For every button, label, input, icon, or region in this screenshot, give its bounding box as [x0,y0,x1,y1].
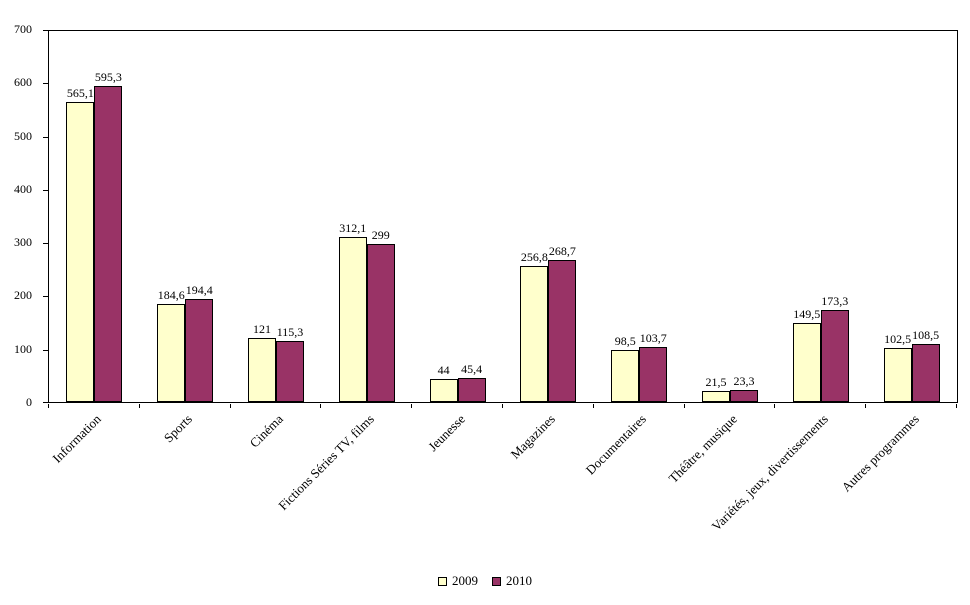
bar-2010 [820,310,849,402]
bar-value-label: 121 [252,322,271,336]
y-axis-tick-label: 500 [14,128,32,143]
bar-2010 [548,260,577,402]
bar-value-label: 115,3 [276,325,304,339]
bar-2010 [911,344,940,402]
bar-value-label: 98,5 [614,334,636,348]
bar-value-label: 565,1 [66,86,94,100]
y-axis-tick-mark [43,349,48,351]
bar-2009 [66,102,95,402]
bar-group: 256,8 268,7 [503,31,594,402]
bar-value-label: 299 [371,228,390,242]
bar-group: 312,1 299 [321,31,412,402]
x-axis-tick-mark [683,404,685,408]
legend: 2009 2010 [0,573,970,589]
bar-2010 [729,390,758,402]
legend-label: 2009 [452,573,478,588]
bar-group: 184,6 194,4 [140,31,231,402]
bar-value-label: 173,3 [821,294,849,308]
bar-2009 [792,323,821,402]
x-axis-category-label: Fictions Séries TV, films [275,411,377,513]
bar-value-label: 184,6 [157,288,185,302]
plot-area: 565,1 595,3 184,6 194,4 121 115,3 312,1 299 44 45… [48,30,958,403]
x-axis-tick-mark [320,404,322,408]
legend-entry-2010: 2010 [492,573,532,589]
bar-2009 [247,338,276,402]
legend-entry-2009: 2009 [438,573,478,589]
y-axis-tick-mark [43,189,48,191]
bar-2009 [157,304,186,402]
x-axis-tick-mark [229,404,231,408]
x-axis-tick-mark [411,404,413,408]
x-axis-category-label: Variétés, jeux, divertissements [708,411,831,534]
y-axis-tick-label: 200 [14,288,32,303]
bar-value-label: 595,3 [94,70,122,84]
x-axis-category-label: Documentaires [582,411,650,478]
bar-value-label: 268,7 [548,244,576,258]
bar-2009 [429,379,458,402]
bar-2010 [639,347,668,402]
x-axis-tick-mark [502,404,503,408]
bar-value-label: 102,5 [884,332,912,346]
bar-group: 102,5 108,5 [866,31,957,402]
bar-2010 [94,86,123,402]
y-axis-tick-label: 700 [14,22,32,36]
bar-group: 44 45,4 [412,31,503,402]
x-axis-category-label: Cinéma [246,411,286,451]
bar-2009 [611,350,640,402]
y-axis-tick-mark [43,83,48,85]
y-axis-tick-label: 0 [26,395,32,409]
bar-2009 [701,391,730,402]
x-axis-tick-mark [138,404,140,408]
bar-value-label: 312,1 [339,221,367,235]
x-axis-category-label: Autres programmes [838,411,922,495]
bar-value-label: 23,3 [733,374,755,388]
legend-swatch-2010 [492,576,501,586]
bar-value-label: 194,4 [185,283,213,297]
bar-2010 [366,244,395,402]
x-axis-category-label: Théâtre, musique [665,411,740,486]
bar-2009 [883,348,912,402]
x-axis-category-label: Magazines [507,411,559,462]
legend-swatch-2009 [438,576,447,586]
bar-group: 121 115,3 [231,31,322,402]
x-axis-tick-mark [956,404,957,408]
y-axis-tick-mark [43,136,48,138]
y-axis: 0 100 200 300 400 500 600 700 [0,22,42,409]
bar-2009 [338,237,367,402]
bar-group: 21,5 23,3 [685,31,776,402]
legend-label: 2010 [506,573,532,588]
x-axis-tick-mark [865,404,867,408]
x-axis-tick-mark [48,404,49,408]
bar-value-label: 256,8 [520,250,548,264]
y-axis-tick-mark [43,296,48,298]
x-axis-tick-mark [774,404,776,408]
bar-group: 149,5 173,3 [775,31,866,402]
y-axis-tick-label: 400 [14,181,32,196]
bar-2010 [457,378,486,402]
x-axis-category-label: Sports [160,411,196,446]
y-axis-tick-mark [43,243,48,245]
bar-value-label: 108,5 [912,328,940,342]
bar-value-label: 44 [437,363,450,377]
bar-2009 [520,266,549,402]
bar-2010 [185,299,214,402]
bar-group: 565,1 595,3 [49,31,140,402]
bar-value-label: 45,4 [461,362,483,376]
bar-value-label: 149,5 [793,307,821,321]
bar-2010 [275,341,304,402]
bar-value-label: 21,5 [705,375,727,389]
y-axis-tick-mark [43,30,48,31]
x-axis-tick-mark [592,404,594,408]
x-axis-category-label: Jeunesse [424,411,468,455]
y-axis-tick-label: 300 [14,235,32,250]
x-axis-category-label: Information [49,411,105,466]
y-axis-tick-label: 600 [14,75,32,90]
y-axis-tick-label: 100 [14,341,32,356]
bar-value-label: 103,7 [639,331,667,345]
y-axis-tick-mark [43,402,48,403]
bar-group: 98,5 103,7 [594,31,685,402]
